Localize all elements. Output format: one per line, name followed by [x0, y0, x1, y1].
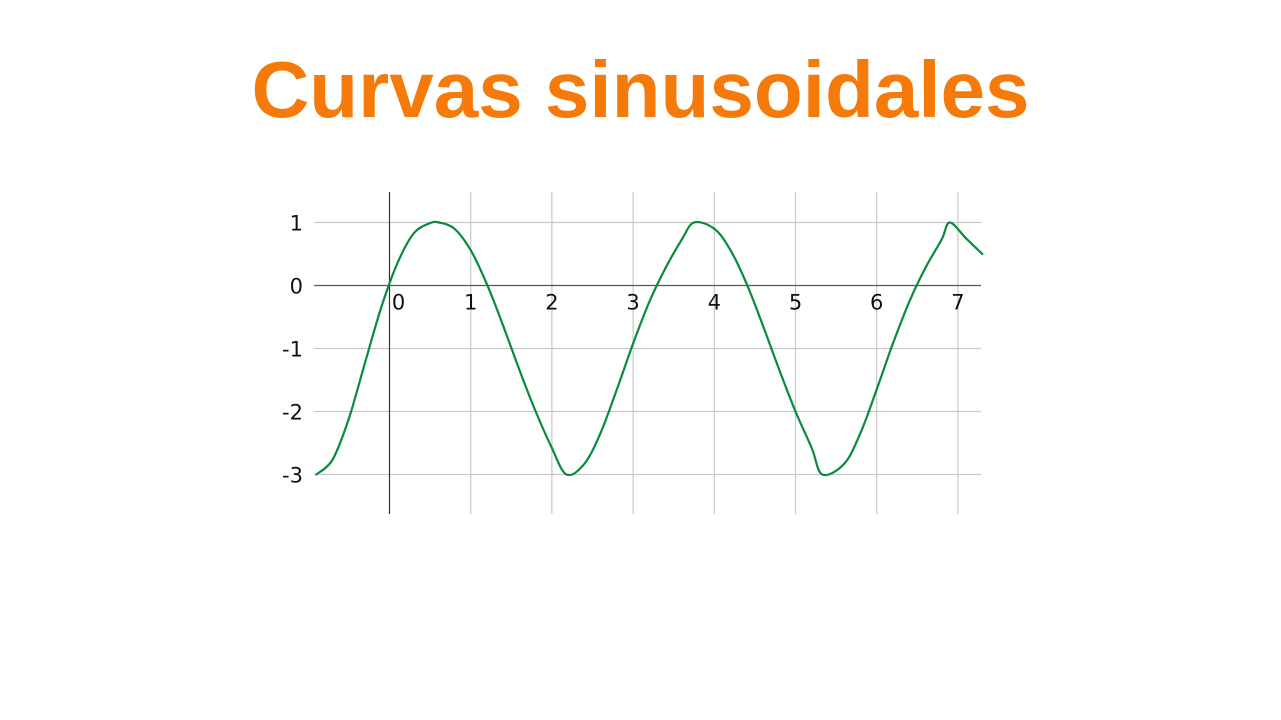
y-tick-label: -2	[282, 401, 303, 425]
y-tick-label: 1	[290, 212, 303, 236]
slide-title: Curvas sinusoidales	[251, 45, 1030, 134]
y-tick-label: -1	[282, 338, 303, 362]
x-tick-label: 4	[708, 291, 721, 315]
tick-labels: 0 1 2 3 4 5 6 7 1 0 -1 -2 -3	[282, 212, 965, 488]
series-layer	[315, 220, 984, 477]
grid-lines	[314, 192, 981, 514]
y-tick-label: -3	[282, 464, 303, 488]
y-tick-label: 0	[290, 275, 303, 299]
x-tick-label: 2	[545, 291, 558, 315]
series-line	[315, 220, 984, 477]
axes	[314, 192, 981, 514]
x-tick-label: 7	[951, 291, 964, 315]
x-tick-label: 1	[464, 291, 477, 315]
x-tick-label: 0	[392, 291, 405, 315]
x-tick-label: 6	[870, 291, 883, 315]
x-tick-label: 5	[789, 291, 802, 315]
x-tick-label: 3	[626, 291, 639, 315]
